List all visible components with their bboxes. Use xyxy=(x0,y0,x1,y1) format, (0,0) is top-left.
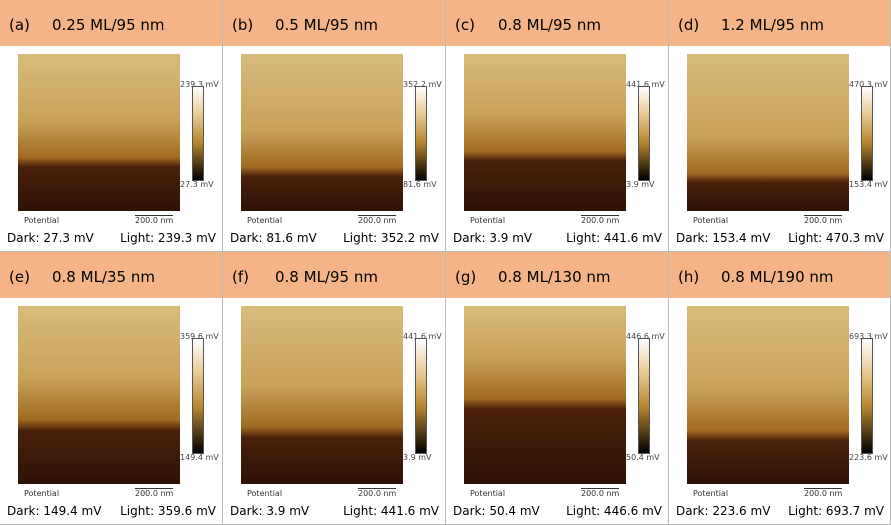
panel-label: (h) xyxy=(678,268,699,286)
color-max: 441.6 mV xyxy=(626,80,665,89)
potential-map xyxy=(241,54,403,211)
panel-header: (c) 0.8 ML/95 nm xyxy=(446,0,668,46)
panel-header: (e) 0.8 ML/35 nm xyxy=(0,252,222,298)
channel-label: Potential xyxy=(470,216,505,225)
panel-header: (f) 0.8 ML/95 nm xyxy=(223,252,445,298)
panel-label: (d) xyxy=(678,16,699,34)
color-min: 81.6 mV xyxy=(403,180,437,189)
panel-title: 0.5 ML/95 nm xyxy=(275,16,378,34)
scale-bar: 200.0 nm xyxy=(804,215,842,225)
scale-bar: 200.0 nm xyxy=(358,488,396,498)
dark-value: Dark: 149.4 mV xyxy=(7,504,101,518)
potential-map xyxy=(687,306,849,484)
color-max: 239.3 mV xyxy=(180,80,219,89)
panel-header: (h) 0.8 ML/190 nm xyxy=(669,252,890,298)
panel-title: 0.8 ML/35 nm xyxy=(52,268,155,286)
panel: (e) 0.8 ML/35 nm 359.6 mV 149.4 mV Potential… xyxy=(0,252,223,525)
color-max: 446.6 mV xyxy=(626,332,665,341)
panel-header: (a) 0.25 ML/95 nm xyxy=(0,0,222,46)
color-bar xyxy=(638,338,650,454)
color-bar xyxy=(192,338,204,454)
panel: (d) 1.2 ML/95 nm 470.3 mV 153.4 mV Potential… xyxy=(669,0,891,252)
color-min: 223.6 mV xyxy=(849,453,888,462)
scale-bar: 200.0 nm xyxy=(581,215,619,225)
panel: (b) 0.5 ML/95 nm 352.2 mV 81.6 mV Potential 2… xyxy=(223,0,446,252)
panel-header: (d) 1.2 ML/95 nm xyxy=(669,0,890,46)
panel-header: (b) 0.5 ML/95 nm xyxy=(223,0,445,46)
panel-title: 0.8 ML/95 nm xyxy=(275,268,378,286)
dark-value: Dark: 27.3 mV xyxy=(7,231,94,245)
channel-label: Potential xyxy=(24,489,59,498)
dark-value: Dark: 153.4 mV xyxy=(676,231,770,245)
color-max: 470.3 mV xyxy=(849,80,888,89)
color-bar xyxy=(861,338,873,454)
light-value: Light: 470.3 mV xyxy=(788,231,884,245)
light-value: Light: 446.6 mV xyxy=(566,504,662,518)
panel-label: (f) xyxy=(232,268,249,286)
channel-label: Potential xyxy=(470,489,505,498)
light-value: Light: 441.6 mV xyxy=(566,231,662,245)
panel: (c) 0.8 ML/95 nm 441.6 mV 3.9 mV Potential 20… xyxy=(446,0,669,252)
color-max: 693.3 mV xyxy=(849,332,888,341)
scale-bar: 200.0 nm xyxy=(135,215,173,225)
potential-map xyxy=(18,54,180,211)
dark-value: Dark: 81.6 mV xyxy=(230,231,317,245)
scale-bar: 200.0 nm xyxy=(804,488,842,498)
panel-label: (g) xyxy=(455,268,476,286)
potential-map xyxy=(464,54,626,211)
light-value: Light: 693.7 mV xyxy=(788,504,884,518)
channel-label: Potential xyxy=(247,489,282,498)
panel: (a) 0.25 ML/95 nm 239.3 mV 27.3 mV Potential… xyxy=(0,0,223,252)
color-bar xyxy=(192,86,204,181)
color-min: 153.4 mV xyxy=(849,180,888,189)
light-value: Light: 239.3 mV xyxy=(120,231,216,245)
color-min: 149.4 mV xyxy=(180,453,219,462)
panel: (g) 0.8 ML/130 nm 446.6 mV 50.4 mV Potential… xyxy=(446,252,669,525)
channel-label: Potential xyxy=(693,489,728,498)
panel-title: 0.8 ML/95 nm xyxy=(498,16,601,34)
channel-label: Potential xyxy=(247,216,282,225)
light-value: Light: 352.2 mV xyxy=(343,231,439,245)
color-bar xyxy=(415,338,427,454)
panel-label: (e) xyxy=(9,268,30,286)
panel-title: 0.8 ML/190 nm xyxy=(721,268,834,286)
panel-title: 0.25 ML/95 nm xyxy=(52,16,165,34)
panel: (h) 0.8 ML/190 nm 693.3 mV 223.6 mV Potentia… xyxy=(669,252,891,525)
dark-value: Dark: 223.6 mV xyxy=(676,504,770,518)
panel-label: (a) xyxy=(9,16,30,34)
color-min: 3.9 mV xyxy=(403,453,432,462)
potential-map xyxy=(464,306,626,484)
panel-label: (c) xyxy=(455,16,475,34)
color-max: 352.2 mV xyxy=(403,80,442,89)
color-max: 441.6 mV xyxy=(403,332,442,341)
dark-value: Dark: 3.9 mV xyxy=(453,231,532,245)
potential-map xyxy=(241,306,403,484)
dark-value: Dark: 3.9 mV xyxy=(230,504,309,518)
color-min: 50.4 mV xyxy=(626,453,660,462)
scale-bar: 200.0 nm xyxy=(135,488,173,498)
panel-label: (b) xyxy=(232,16,253,34)
light-value: Light: 359.6 mV xyxy=(120,504,216,518)
panel-header: (g) 0.8 ML/130 nm xyxy=(446,252,668,298)
potential-map xyxy=(687,54,849,211)
color-bar xyxy=(638,86,650,181)
potential-map xyxy=(18,306,180,484)
scale-bar: 200.0 nm xyxy=(581,488,619,498)
color-min: 3.9 mV xyxy=(626,180,655,189)
figure-grid: (a) 0.25 ML/95 nm 239.3 mV 27.3 mV Potential… xyxy=(0,0,891,525)
scale-bar: 200.0 nm xyxy=(358,215,396,225)
dark-value: Dark: 50.4 mV xyxy=(453,504,540,518)
color-bar xyxy=(415,86,427,181)
color-bar xyxy=(861,86,873,181)
panel-title: 1.2 ML/95 nm xyxy=(721,16,824,34)
light-value: Light: 441.6 mV xyxy=(343,504,439,518)
channel-label: Potential xyxy=(693,216,728,225)
panel: (f) 0.8 ML/95 nm 441.6 mV 3.9 mV Potential 20… xyxy=(223,252,446,525)
color-min: 27.3 mV xyxy=(180,180,214,189)
panel-title: 0.8 ML/130 nm xyxy=(498,268,611,286)
color-max: 359.6 mV xyxy=(180,332,219,341)
channel-label: Potential xyxy=(24,216,59,225)
